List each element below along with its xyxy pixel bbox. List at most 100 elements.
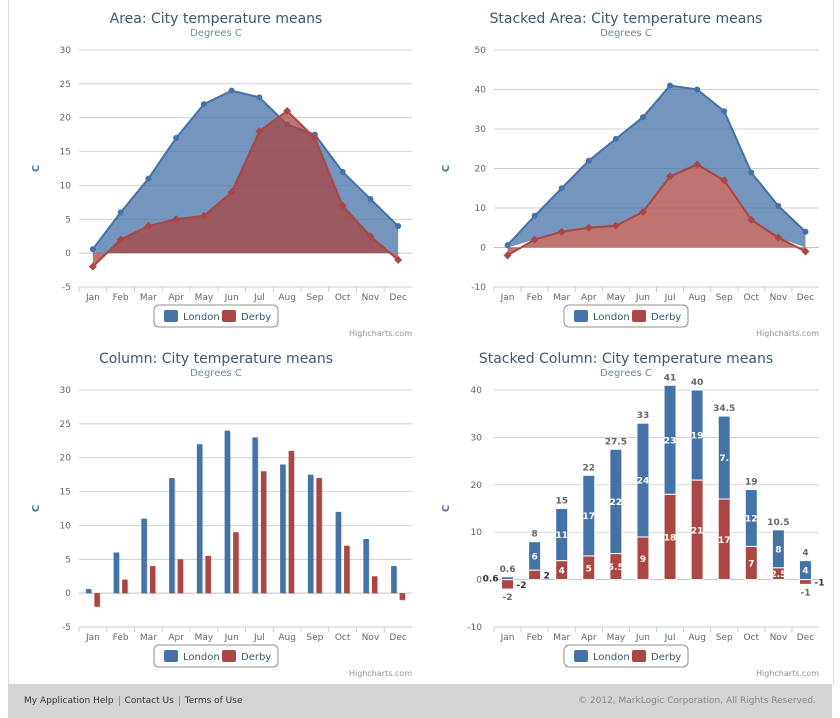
chart-subtitle: Degrees C (600, 368, 652, 379)
legend-symbol (164, 650, 178, 662)
bar-london (609, 448, 623, 555)
point-marker (200, 101, 207, 108)
x-tick-label: Aug (278, 293, 296, 303)
bar-london (690, 389, 704, 481)
chart-subtitle: Degrees C (190, 28, 242, 39)
x-tick-label: Mar (140, 293, 157, 303)
stack-total-label: -2 (503, 593, 513, 603)
legend-label: London (593, 312, 630, 323)
x-tick-label: Mar (553, 293, 570, 303)
footer-links: My Application Help Contact Us Terms of Us… (24, 696, 248, 706)
y-tick-label: 5 (65, 555, 71, 565)
legend: London Derby (153, 644, 279, 668)
x-tick-label: Apr (581, 633, 597, 643)
legend-label: Derby (241, 652, 271, 663)
x-tick-label: Sep (306, 633, 323, 643)
legend-item-derby[interactable]: Derby (222, 310, 271, 323)
x-tick-label: Jun (635, 293, 650, 303)
legend-label: London (183, 312, 220, 323)
legend-item-london[interactable]: London (574, 310, 630, 323)
help-link[interactable]: My Application Help (24, 696, 114, 706)
bar-london (335, 511, 342, 594)
y-tick-label: 20 (60, 114, 72, 124)
point-marker (172, 215, 181, 224)
point-marker (394, 255, 403, 264)
page: Area: City temperature means Degrees C C -5… (8, 0, 834, 684)
stack-total-label: 33 (637, 411, 650, 421)
credits-link[interactable]: Highcharts.com (756, 329, 819, 338)
point-marker (310, 134, 319, 143)
x-tick-label: Dec (389, 293, 406, 303)
y-tick-label: 0 (65, 249, 71, 259)
data-label: 4 (559, 567, 565, 577)
legend-item-london[interactable]: London (574, 650, 630, 663)
line-london (92, 89, 399, 250)
data-label: 6 (531, 552, 537, 562)
point-marker (88, 262, 97, 271)
x-tick-label: Feb (113, 633, 129, 643)
credits-link[interactable]: Highcharts.com (756, 669, 819, 678)
legend-box (563, 644, 689, 668)
point-marker (255, 127, 264, 136)
legend-label: London (593, 652, 630, 663)
x-tick-label: Apr (168, 293, 184, 303)
x-tick-label: Mar (140, 633, 157, 643)
legend-label: Derby (241, 312, 271, 323)
legend-item-london[interactable]: London (164, 650, 220, 663)
point-marker (173, 135, 180, 142)
stack-total-label: 22 (583, 463, 596, 473)
line-derby (507, 163, 806, 257)
stack-total-label: 4 (802, 549, 808, 559)
legend-item-derby[interactable]: Derby (632, 310, 681, 323)
x-tick-label: Apr (581, 293, 597, 303)
copyright: © 2012, MarkLogic Corporation, All Right… (578, 696, 816, 706)
y-tick-label: 10 (471, 528, 483, 538)
point-marker (558, 185, 565, 192)
data-label: 0.6 (483, 575, 499, 585)
point-marker (747, 215, 756, 224)
point-marker (145, 175, 152, 182)
y-tick-label: 0 (476, 576, 482, 586)
point-marker (557, 227, 566, 236)
x-tick-label: Mar (553, 633, 570, 643)
contact-link[interactable]: Contact Us (118, 696, 179, 706)
point-marker (667, 82, 674, 89)
x-tick-label: Jul (253, 293, 265, 303)
point-marker (638, 207, 647, 216)
legend: London Derby (563, 304, 689, 328)
y-tick-label: 50 (475, 46, 487, 56)
terms-link[interactable]: Terms of Use (178, 696, 248, 706)
x-tick-label: Nov (362, 293, 380, 303)
stack-total-label: 34.5 (713, 404, 735, 414)
bar-derby (149, 566, 156, 594)
legend-box (563, 304, 689, 328)
point-marker (694, 86, 701, 93)
legend-item-derby[interactable]: Derby (222, 650, 271, 663)
x-tick-label: Jan (500, 633, 515, 643)
y-axis-title: C (441, 165, 452, 172)
point-marker (774, 233, 783, 242)
credits-link[interactable]: Highcharts.com (349, 329, 412, 338)
point-marker (144, 222, 153, 231)
x-tick-label: Jul (253, 633, 265, 643)
y-tick-label: 20 (475, 165, 487, 175)
legend-item-derby[interactable]: Derby (632, 650, 681, 663)
chart-svg: Stacked Column: City temperature meansDe… (441, 351, 824, 678)
point-marker (748, 169, 755, 176)
legend-label: Derby (651, 312, 681, 323)
x-tick-label: May (195, 633, 214, 643)
area-derby (92, 110, 399, 267)
y-tick-label: -5 (62, 283, 71, 293)
data-label: 24 (637, 477, 650, 487)
credits-link[interactable]: Highcharts.com (349, 669, 412, 678)
legend-item-london[interactable]: London (164, 310, 220, 323)
y-tick-label: 10 (60, 181, 72, 191)
y-tick-label: 20 (471, 481, 483, 491)
y-axis-title: C (441, 505, 452, 512)
bar-derby (798, 579, 812, 585)
y-tick-label: 30 (471, 433, 483, 443)
stack-total-label: 41 (664, 373, 677, 383)
y-tick-label: 20 (60, 454, 72, 464)
stacked-column-chart: Stacked Column: City temperature means De… (421, 340, 831, 680)
